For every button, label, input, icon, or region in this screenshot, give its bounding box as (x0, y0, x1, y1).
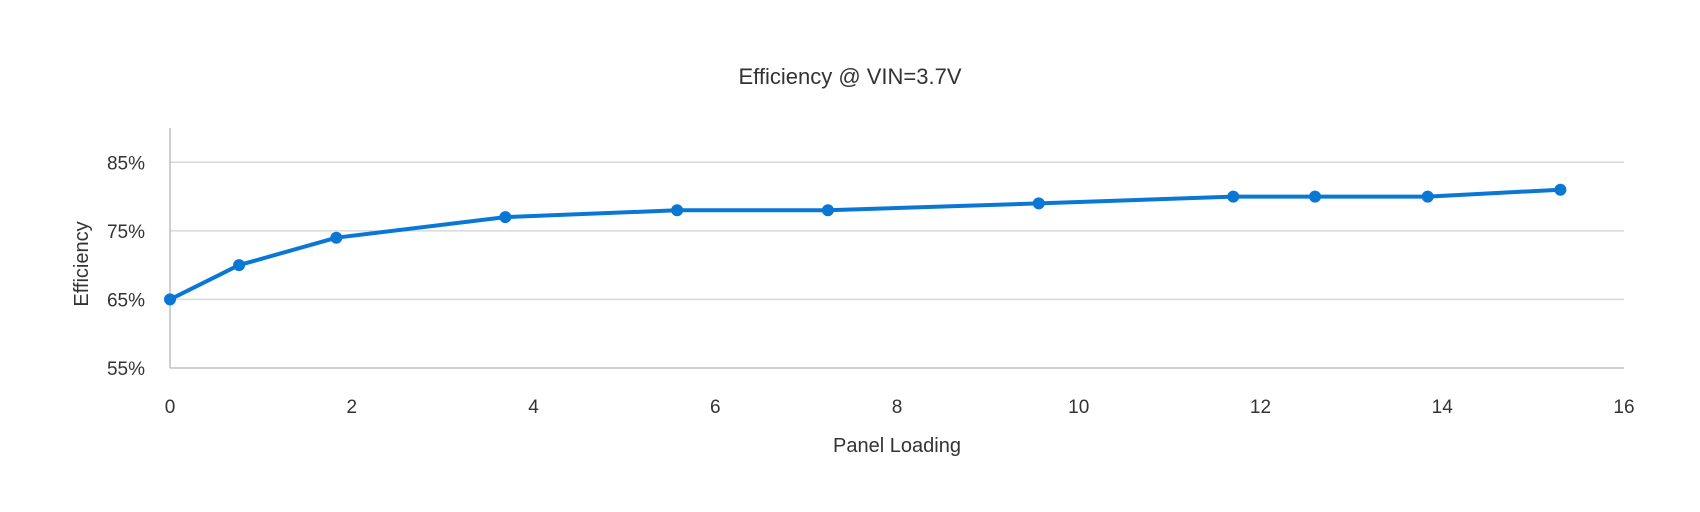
data-point (671, 204, 684, 217)
x-tick-label: 14 (1432, 397, 1454, 418)
y-tick-label: 75% (107, 222, 145, 243)
y-axis-title: Efficiency (71, 221, 93, 306)
series-line (168, 187, 1563, 302)
chart-title: Efficiency @ VIN=3.7V (738, 64, 961, 89)
gridlines (170, 161, 1624, 301)
data-point (1309, 190, 1322, 203)
y-tick-label: 55% (107, 359, 145, 380)
x-axis-title: Panel Loading (833, 435, 961, 457)
x-tick-label: 16 (1613, 397, 1634, 418)
data-point (1554, 183, 1567, 196)
data-point (499, 211, 512, 224)
axes (169, 128, 1624, 369)
x-tick-label: 2 (346, 397, 357, 418)
x-axis-tick-labels: 0 2 4 6 8 10 12 14 16 (165, 397, 1635, 418)
x-tick-label: 12 (1250, 397, 1271, 418)
y-tick-label: 65% (107, 290, 145, 311)
data-point (164, 293, 176, 306)
x-tick-label: 0 (165, 397, 176, 418)
x-tick-label: 6 (710, 397, 721, 418)
data-series (164, 183, 1567, 306)
data-point (821, 204, 834, 217)
y-axis-tick-labels: 55% 65% 75% 85% (107, 153, 145, 380)
x-tick-label: 8 (892, 397, 903, 418)
data-point (330, 231, 343, 244)
data-point (1032, 197, 1045, 210)
x-tick-label: 4 (528, 397, 539, 418)
data-point (1421, 190, 1434, 203)
x-tick-label: 10 (1068, 397, 1089, 418)
data-point (1227, 190, 1240, 203)
y-tick-label: 85% (107, 153, 145, 174)
data-point (233, 259, 246, 272)
